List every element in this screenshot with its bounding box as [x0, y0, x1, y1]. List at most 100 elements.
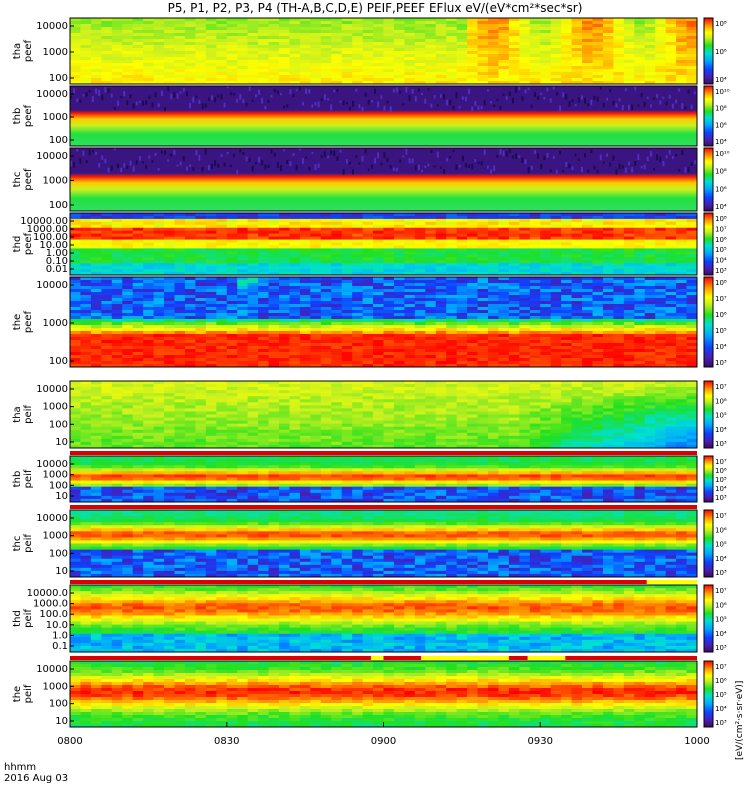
y-tick-label: 1000: [43, 531, 68, 542]
y-tick-label: 10000: [36, 89, 68, 100]
y-tick-label: 10: [55, 716, 68, 727]
colorbar-tick-label: 10⁶: [715, 526, 727, 534]
heatmap-tha-peif: [70, 381, 697, 448]
colorbar: [704, 148, 713, 211]
y-tick-label: 1000: [43, 318, 68, 329]
x-tick-label: 0930: [528, 736, 553, 747]
colorbar-tick-label: 10⁷: [715, 587, 727, 595]
colorbar-tick-label: 10⁵: [715, 246, 727, 254]
y-tick-label: 100: [49, 548, 68, 559]
colorbar-tick-label: 10⁵: [715, 327, 727, 335]
heatmap-thd-peif: [70, 585, 697, 652]
mode-flag-bar: [70, 505, 697, 509]
panel-label: thapeif: [12, 405, 34, 424]
colorbar: [704, 86, 713, 146]
x-tick-label: 0830: [214, 736, 239, 747]
heatmap-thb-peef: [70, 86, 697, 146]
y-tick-label: 100: [49, 419, 68, 430]
colorbar-tick-label: 10⁶: [715, 467, 727, 475]
panel-label: thapeef: [12, 39, 34, 62]
colorbar-tick-label: 10⁸: [715, 168, 727, 176]
y-tick-label: 100: [49, 699, 68, 710]
colorbar-tick-label: 10⁷: [715, 225, 727, 233]
colorbar-tick-label: 10⁶: [715, 397, 727, 405]
y-tick-label: 1000: [43, 47, 68, 58]
colorbar-tick-label: 10⁶: [715, 677, 727, 685]
colorbar-tick-label: 10³: [715, 569, 727, 577]
colorbar-tick-label: 10⁵: [715, 541, 727, 549]
panel-label: thbpeif: [12, 469, 34, 488]
colorbar-tick-label: 10⁴: [715, 630, 727, 638]
colorbar-tick-label: 10⁴: [715, 555, 727, 563]
colorbar-tick-label: 10⁴: [715, 426, 727, 434]
colorbar-tick-label: 10³: [715, 359, 727, 367]
y-tick-label: 100: [49, 135, 68, 146]
panel-label: thcpeif: [12, 534, 34, 553]
mode-flag-bar: [528, 656, 566, 660]
y-tick-label: 100: [49, 480, 68, 491]
y-tick-label: 10: [55, 437, 68, 448]
colorbar-tick-label: 10⁶: [715, 236, 727, 244]
y-tick-label: 10000: [36, 513, 68, 524]
y-tick-label: 10.0: [46, 620, 68, 631]
panel-group: 100001000100thapeef10⁸10⁶10⁴100001000100…: [12, 18, 730, 747]
colorbar-tick-label: 10³: [715, 440, 727, 448]
y-tick-label: 0.1: [52, 641, 68, 652]
colorbar-tick-label: 10⁷: [715, 295, 727, 303]
heatmap-thd-peef: [70, 213, 697, 275]
heatmap-thb-peif: [70, 456, 697, 502]
colorbar-tick-label: 10⁵: [715, 412, 727, 420]
colorbar-unit-label: [eV/(cm²·s·sr·eV)]: [735, 681, 745, 760]
panel-label: thepeif: [12, 684, 34, 703]
mode-flag-bar: [509, 656, 528, 660]
y-tick-label: 1000: [43, 681, 68, 692]
y-tick-label: 10: [55, 491, 68, 502]
y-tick-label: 10000: [36, 280, 68, 291]
y-tick-label: 0.01: [46, 264, 68, 275]
colorbar-tick-label: 10⁸: [715, 215, 727, 223]
y-tick-label: 100: [49, 356, 68, 367]
colorbar: [704, 456, 713, 502]
panel-label: thbpeef: [12, 104, 34, 127]
heatmap-thc-peif: [70, 510, 697, 577]
colorbar-tick-label: 10⁴: [715, 705, 727, 713]
y-tick-label: 1000: [43, 402, 68, 413]
y-tick-label: 1000: [43, 470, 68, 481]
colorbar-tick-label: 10⁵: [715, 616, 727, 624]
colorbar: [704, 277, 713, 367]
y-tick-label: 10000: [36, 459, 68, 470]
colorbar-tick-label: 10³: [715, 644, 727, 652]
colorbar-tick-label: 10⁵: [715, 691, 727, 699]
mode-flag-bar: [70, 580, 647, 584]
heatmap-tha-peef: [70, 18, 697, 84]
x-tick-label: 0900: [371, 736, 396, 747]
y-tick-label: 10000: [36, 384, 68, 395]
colorbar: [704, 213, 713, 275]
colorbar-tick-label: 10⁸: [715, 20, 727, 28]
colorbar-tick-label: 10⁴: [715, 203, 727, 211]
colorbar: [704, 585, 713, 652]
panel-label: thdpeif: [12, 609, 34, 628]
colorbar-tick-label: 10⁶: [715, 601, 727, 609]
y-tick-label: 1.0: [52, 630, 68, 641]
y-tick-label: 10000: [36, 21, 68, 32]
colorbar: [704, 381, 713, 448]
colorbar-tick-label: 10⁴: [715, 257, 727, 265]
colorbar-tick-label: 10⁷: [715, 458, 727, 466]
time-axis-label: hhmm: [4, 762, 36, 773]
colorbar: [704, 18, 713, 84]
x-tick-label: 0800: [57, 736, 82, 747]
colorbar-tick-label: 10⁷: [715, 383, 727, 391]
mode-flag-bar: [70, 656, 371, 660]
panel-label: thcpeef: [12, 168, 34, 191]
colorbar: [704, 661, 713, 727]
date-label: 2016 Aug 03: [4, 773, 68, 784]
colorbar-tick-label: 10⁶: [715, 185, 727, 193]
colorbar-tick-label: 10⁸: [715, 105, 727, 113]
y-tick-label: 100: [49, 73, 68, 84]
figure-title: P5, P1, P2, P3, P4 (TH-A,B,C,D,E) PEIF,P…: [168, 1, 583, 15]
mode-flag-bar: [647, 580, 697, 584]
y-tick-label: 100: [49, 200, 68, 211]
y-tick-label: 10000: [36, 664, 68, 675]
